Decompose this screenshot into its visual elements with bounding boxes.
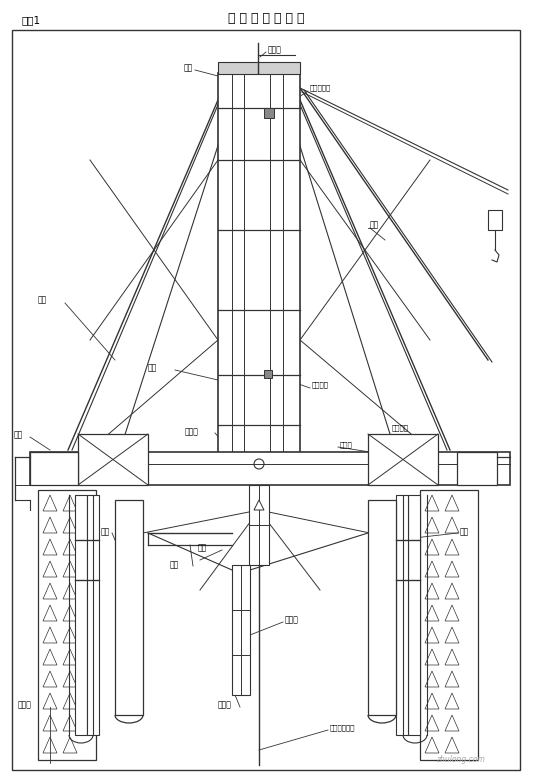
Polygon shape <box>254 500 264 510</box>
Bar <box>87 495 99 735</box>
Text: 天轮: 天轮 <box>184 64 193 72</box>
Text: 千斤顶: 千斤顶 <box>185 427 199 436</box>
Bar <box>75 495 87 735</box>
Text: 支撑杆: 支撑杆 <box>340 442 353 448</box>
Bar <box>368 434 438 485</box>
Bar <box>264 370 272 378</box>
Text: 拉杆: 拉杆 <box>198 544 207 552</box>
Text: 外吊架: 外吊架 <box>18 700 32 710</box>
Bar <box>249 485 269 565</box>
Text: 拦杆: 拦杆 <box>14 430 23 440</box>
Text: 井架: 井架 <box>148 363 157 373</box>
Text: 测量杆: 测量杆 <box>268 45 282 54</box>
Text: 鼓圈: 鼓圈 <box>170 560 179 569</box>
Text: 外模: 外模 <box>101 527 110 537</box>
Text: 橘色益杆: 橘色益杆 <box>392 425 409 431</box>
Text: 安全门: 安全门 <box>285 615 299 625</box>
Text: 附图1: 附图1 <box>22 15 41 25</box>
Text: 导笼带安全卡: 导笼带安全卡 <box>330 724 356 731</box>
Bar <box>264 108 274 118</box>
Text: 拔杆: 拔杆 <box>370 220 379 230</box>
Bar <box>30 452 510 485</box>
Bar <box>38 490 96 760</box>
Bar <box>368 500 396 715</box>
Text: 内吊架: 内吊架 <box>218 700 232 710</box>
Text: 门架: 门架 <box>185 461 194 469</box>
Bar <box>232 565 250 695</box>
Bar <box>218 73 300 460</box>
Text: 防重顶绕量: 防重顶绕量 <box>310 85 331 91</box>
Bar <box>115 500 143 715</box>
Bar <box>488 210 502 230</box>
Text: 支撑: 支撑 <box>38 296 47 304</box>
Bar <box>408 495 420 735</box>
Text: 滑 升 大 架 构 造 图: 滑 升 大 架 构 造 图 <box>228 12 304 24</box>
Text: 外模: 外模 <box>460 527 469 537</box>
Bar <box>30 452 78 485</box>
Text: 限位绕量: 限位绕量 <box>312 382 329 388</box>
Bar <box>396 495 408 735</box>
Text: zhulong.com: zhulong.com <box>435 755 484 765</box>
Bar <box>218 62 300 74</box>
Bar <box>457 452 497 485</box>
Bar <box>78 434 148 485</box>
Bar <box>420 490 478 760</box>
